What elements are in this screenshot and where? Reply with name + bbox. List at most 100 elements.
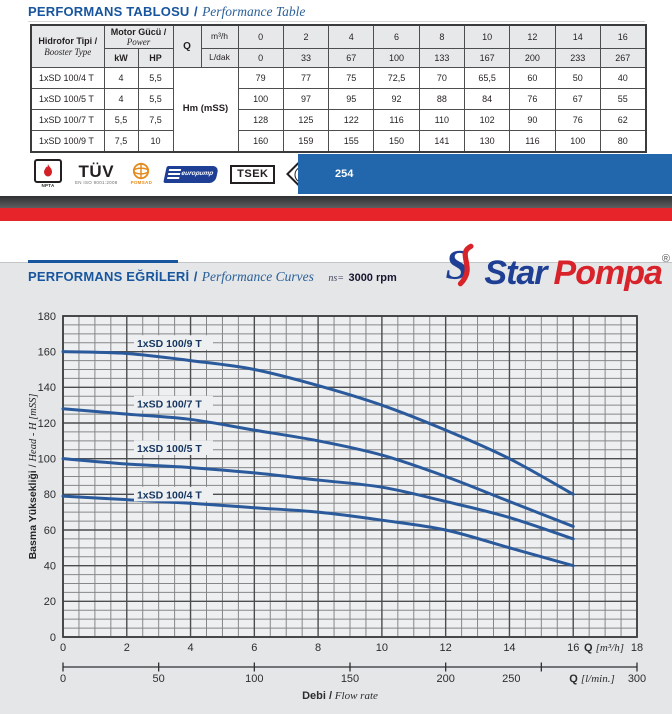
table-cell: 84 [463, 88, 511, 110]
performance-table-title: PERFORMANS TABLOSU / Performance Table [28, 3, 305, 21]
table-cell: 0 [237, 24, 284, 49]
europump-logo: europump [163, 165, 219, 183]
tuv-logo: TÜV EN ISO 9001:2008 [75, 163, 118, 186]
table-cell: 100 [554, 130, 601, 153]
table-cell: 159 [282, 130, 330, 153]
table-cell: 50 [554, 67, 601, 89]
npta-logo: NPTA [34, 159, 62, 189]
svg-text:250: 250 [502, 673, 520, 685]
pomsad-label: POMSAD [130, 180, 153, 186]
title-accent-bar [28, 260, 178, 263]
table-row: 1xSD 100/4 T 4 5,5 Hm (mSS) 79 77 75 72,5 70 65,5… [30, 67, 647, 153]
svg-text:6: 6 [251, 642, 257, 654]
booster-header-tr: Hidrofor Tipi / [38, 36, 98, 47]
table-cell: 80 [599, 130, 647, 153]
title-english: Performance Table [202, 4, 306, 19]
m3h-unit-header: m³/h [200, 24, 239, 49]
curve-label: 1xSD 100/7 T [137, 398, 202, 410]
table-cell: 167 [463, 48, 511, 68]
svg-text:4: 4 [187, 642, 193, 654]
tuv-cert-label: EN ISO 9001:2008 [75, 179, 118, 185]
table-cell: 7,5 [103, 130, 139, 153]
pomsad-icon [133, 163, 150, 180]
svg-text:8: 8 [315, 642, 321, 654]
svg-text:40: 40 [44, 560, 56, 572]
table-cell: 4 [103, 67, 139, 89]
red-separator-bar [0, 208, 672, 221]
performance-curves-chart: 1xSD 100/9 T 1xSD 100/7 T 1xSD 100/5 T 1xSD… [27, 311, 646, 702]
table-cell: 90 [509, 109, 556, 131]
svg-text:300: 300 [628, 673, 646, 685]
svg-text:120: 120 [38, 418, 56, 430]
table-row: 1xSD 100/5 T 4 5,5 100 97 95 92 88 84 76 67 55 [30, 88, 647, 110]
europump-icon: europump [163, 165, 219, 183]
table-cell: 5,5 [137, 67, 174, 89]
ldak-unit-header: L/dak [200, 48, 239, 68]
table-cell: 16 [599, 24, 647, 49]
svg-text:0: 0 [60, 673, 66, 685]
table-cell: 0 [237, 48, 284, 68]
table-cell: 122 [328, 109, 375, 131]
tsek-logo: TSEK [230, 164, 276, 184]
flame-icon [34, 159, 62, 184]
curve-label: 1xSD 100/9 T [137, 338, 202, 350]
star-pompa-monogram-icon: S [445, 243, 474, 289]
table-cell: 76 [509, 88, 556, 110]
hp-header: HP [137, 48, 174, 68]
svg-text:10: 10 [376, 642, 388, 654]
svg-text:16: 16 [567, 642, 579, 654]
page-number-badge: 254 [298, 154, 672, 194]
curve-label: 1xSD 100/5 T [137, 443, 202, 455]
table-cell: 40 [599, 67, 647, 89]
title-separator: / [193, 4, 198, 19]
brand-star: Star [484, 254, 547, 292]
table-cell: 200 [509, 48, 556, 68]
table-cell: 8 [418, 24, 465, 49]
q-header: Q [172, 24, 202, 68]
table-cell: 70 [418, 67, 465, 89]
tsek-label: TSEK [230, 164, 276, 184]
table-cell: 5,5 [137, 88, 174, 110]
svg-text:18: 18 [631, 642, 643, 654]
table-cell: 65,5 [463, 67, 511, 89]
power-header-en: Power [126, 37, 151, 47]
svg-text:100: 100 [38, 453, 56, 465]
table-cell: 116 [509, 130, 556, 153]
page-number: 254 [335, 168, 354, 180]
performance-table: Hidrofor Tipi / Booster Type Motor Gücü … [30, 24, 647, 153]
table-cell: 110 [418, 109, 465, 131]
table-cell: 97 [282, 88, 330, 110]
svg-text:150: 150 [341, 673, 359, 685]
npta-label: NPTA [41, 183, 55, 189]
svg-text:20: 20 [44, 596, 56, 608]
table-cell: 79 [237, 67, 284, 89]
europump-stripes [166, 168, 182, 180]
curves-title-separator: / [193, 269, 198, 284]
svg-text:Debi / Flow rate: Debi / Flow rate [302, 690, 378, 702]
svg-text:100: 100 [245, 673, 263, 685]
table-row: 1xSD 100/9 T 7,5 10 160 159 155 150 141 130 116 10… [30, 130, 647, 153]
speed-label: ns= [328, 273, 344, 284]
svg-text:80: 80 [44, 489, 56, 501]
table-cell: 60 [509, 67, 556, 89]
table-cell: 6 [373, 24, 420, 49]
performance-curves-title: PERFORMANS EĞRİLERİ / Performance Curves… [28, 268, 397, 286]
table-cell: 233 [554, 48, 601, 68]
table-cell: 62 [599, 109, 647, 131]
table-cell: 100 [237, 88, 284, 110]
table-cell: 77 [282, 67, 330, 89]
svg-text:0: 0 [60, 642, 66, 654]
svg-text:Q [m³/h]: Q [m³/h] [584, 642, 624, 654]
table-cell: 92 [373, 88, 420, 110]
pump-curve [61, 407, 575, 528]
table-cell: 14 [554, 24, 601, 49]
table-cell: 130 [463, 130, 511, 153]
svg-text:14: 14 [503, 642, 515, 654]
svg-text:60: 60 [44, 525, 56, 537]
table-cell: 33 [282, 48, 330, 68]
table-cell: 125 [282, 109, 330, 131]
svg-text:Q [l/min.]: Q [l/min.] [569, 673, 615, 685]
pomsad-logo: POMSAD [131, 162, 153, 186]
table-cell: 4 [328, 24, 375, 49]
table-cell: 116 [373, 109, 420, 131]
